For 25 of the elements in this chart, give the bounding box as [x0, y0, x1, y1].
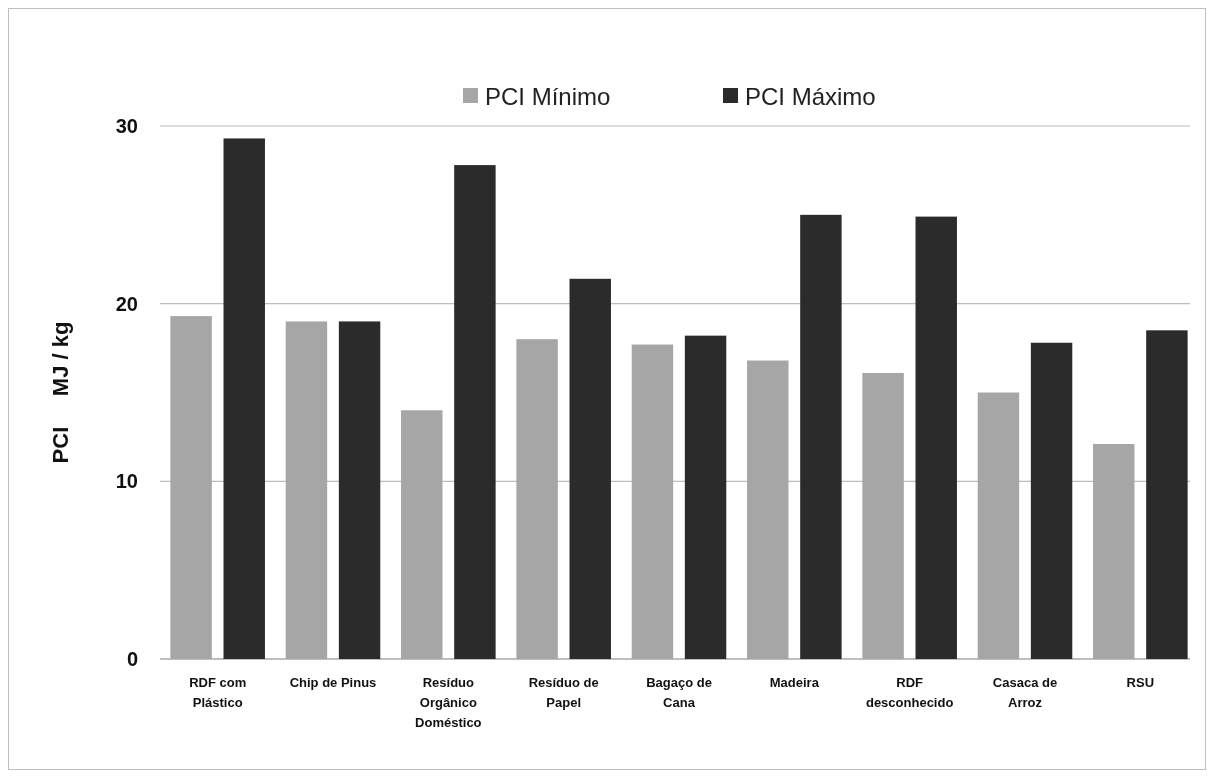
y-tick-label: 0: [126, 648, 138, 670]
x-tick-label: Bagaço de Cana: [646, 675, 712, 710]
bar: [569, 278, 611, 659]
x-tick-label: Chip de Pinus: [289, 675, 377, 690]
legend-label: PCI Máximo: [745, 82, 876, 110]
y-tick-label: 10: [115, 470, 138, 493]
x-tick-label: Casaca de Arroz: [992, 675, 1058, 710]
bar: [1146, 330, 1188, 659]
bar: [800, 214, 842, 659]
bar: [915, 216, 957, 659]
x-tick-label: RDF com Plástico: [189, 675, 247, 710]
bar: [338, 321, 381, 659]
bar: [1030, 342, 1073, 659]
x-tick-label: Resíduo Orgânico Doméstico: [415, 675, 482, 730]
x-tick-label: RDF desconhecido: [865, 675, 954, 710]
y-tick-label: 30: [115, 115, 138, 137]
bar: [223, 138, 265, 659]
bar: [454, 165, 496, 659]
legend-label: PCI Mínimo: [485, 82, 611, 110]
y-tick-label: 20: [115, 292, 138, 315]
x-tick-label: Resíduo de Papel: [528, 675, 599, 710]
y-axis-title: PCI MJ / kg: [48, 321, 73, 464]
x-tick-label: Madeira: [769, 675, 820, 690]
bar: [684, 335, 727, 659]
x-tick-label: RSU: [1126, 675, 1155, 690]
